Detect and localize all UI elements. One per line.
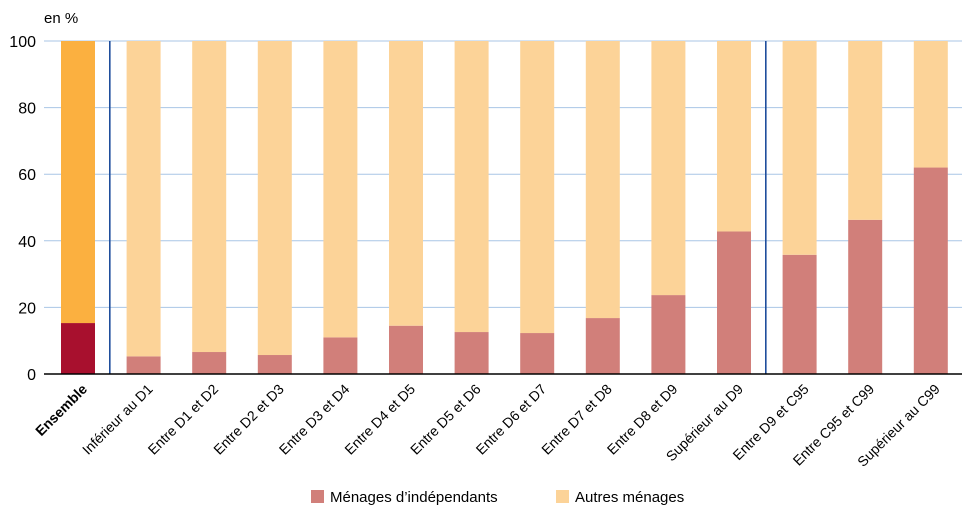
y-tick-label-40: 40 xyxy=(18,234,36,251)
bar-menages-d-independants-entre-d5-et-d6 xyxy=(454,332,489,374)
legend-swatch-menages-d-independants xyxy=(311,490,324,503)
bar-autres-menages-entre-d4-et-d5 xyxy=(389,41,423,326)
bar-autres-menages-entre-d5-et-d6 xyxy=(454,41,489,333)
y-tick-label-20: 20 xyxy=(18,300,36,317)
bar-menages-d-independants-superieur-au-d9 xyxy=(717,231,751,374)
y-tick-label-0: 0 xyxy=(27,367,36,384)
legend-label-menages-d-independants: Ménages d’indépendants xyxy=(330,489,498,506)
bar-menages-d-independants-entre-d6-et-d7 xyxy=(520,333,555,374)
bar-menages-d-independants-entre-d3-et-d4 xyxy=(323,337,358,374)
bar-menages-d-independants-entre-d1-et-d2 xyxy=(192,352,227,374)
bar-menages-d-independants-entre-d9-et-c95 xyxy=(782,254,817,374)
bar-autres-menages-inferieur-au-d1 xyxy=(126,41,161,357)
bar-menages-d-independants-entre-d2-et-d3 xyxy=(257,355,292,374)
bar-autres-menages-entre-d2-et-d3 xyxy=(257,41,292,356)
bar-menages-d-independants-ensemble xyxy=(61,323,95,374)
bar-menages-d-independants-entre-d7-et-d8 xyxy=(585,318,620,374)
bar-autres-menages-entre-d9-et-c95 xyxy=(782,41,817,255)
bar-autres-menages-superieur-au-c99 xyxy=(913,41,948,168)
legend-label-autres-menages: Autres ménages xyxy=(575,489,684,506)
bar-autres-menages-entre-d3-et-d4 xyxy=(323,41,358,338)
bar-autres-menages-entre-d7-et-d8 xyxy=(585,41,620,319)
bar-autres-menages-entre-d6-et-d7 xyxy=(520,41,555,334)
y-tick-label-100: 100 xyxy=(9,34,36,51)
bar-menages-d-independants-inferieur-au-d1 xyxy=(126,356,161,374)
y-axis-unit-label: en % xyxy=(44,10,78,27)
bar-autres-menages-superieur-au-d9 xyxy=(717,41,751,232)
bar-menages-d-independants-superieur-au-c99 xyxy=(913,167,948,374)
bar-menages-d-independants-entre-c95-et-c99 xyxy=(848,219,883,374)
bar-autres-menages-entre-d8-et-d9 xyxy=(651,41,686,296)
bar-menages-d-independants-entre-d4-et-d5 xyxy=(389,325,423,374)
y-tick-label-80: 80 xyxy=(18,101,36,118)
y-tick-label-60: 60 xyxy=(18,167,36,184)
legend-swatch-autres-menages xyxy=(556,490,569,503)
bar-menages-d-independants-entre-d8-et-d9 xyxy=(651,295,686,374)
bar-autres-menages-ensemble xyxy=(61,41,95,324)
bar-autres-menages-entre-d1-et-d2 xyxy=(192,41,227,353)
x-tick-label-ensemble: Ensemble xyxy=(32,381,90,439)
bar-autres-menages-entre-c95-et-c99 xyxy=(848,41,883,220)
